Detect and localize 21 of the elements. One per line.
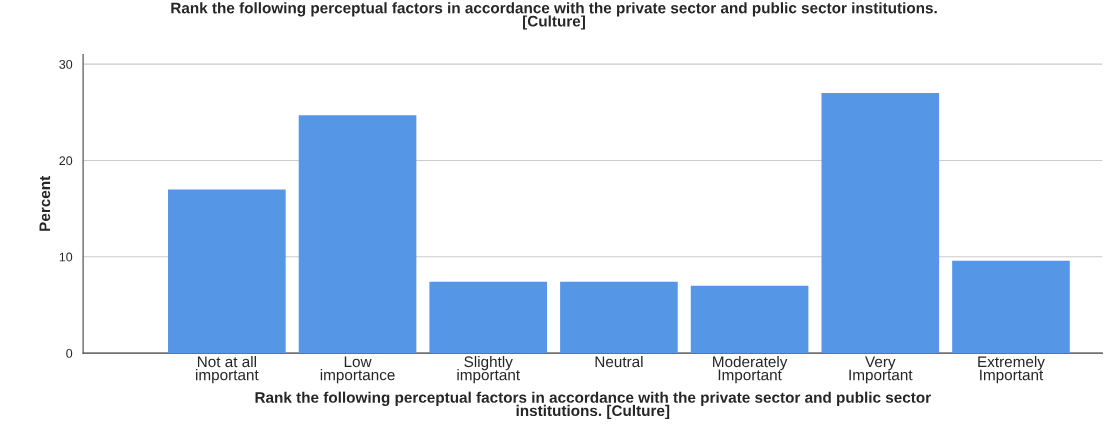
y-tick-label: 0 (66, 348, 73, 358)
y-tick-label: 30 (59, 59, 73, 69)
y-axis-title: Percent (39, 175, 51, 231)
bar (952, 260, 1070, 354)
bar (560, 281, 678, 354)
chart-title: Rank the following perceptual factors in accordance with the private sector and public sector institutions. [Culture] (171, 2, 937, 30)
x-tick-label: Slightly important (457, 355, 520, 384)
x-tick-label: Low importance (320, 356, 395, 384)
x-axis-title: Rank the following perceptual factors in accordance with the private sector and public sector institutions. [Culture] (255, 391, 931, 420)
bar (429, 281, 548, 354)
bar (168, 189, 286, 354)
y-tick-label: 20 (59, 156, 73, 166)
x-tick-label: Very Important (849, 356, 913, 384)
y-tick-label: 10 (59, 252, 73, 262)
x-tick-label: Moderately Important (713, 355, 788, 384)
x-tick-label: Not at all important (196, 355, 259, 384)
bar (298, 115, 417, 354)
x-tick-label: Neutral (595, 355, 643, 368)
bar (821, 93, 940, 354)
bar (690, 285, 809, 354)
x-tick-label: Extremely Important (978, 355, 1045, 384)
